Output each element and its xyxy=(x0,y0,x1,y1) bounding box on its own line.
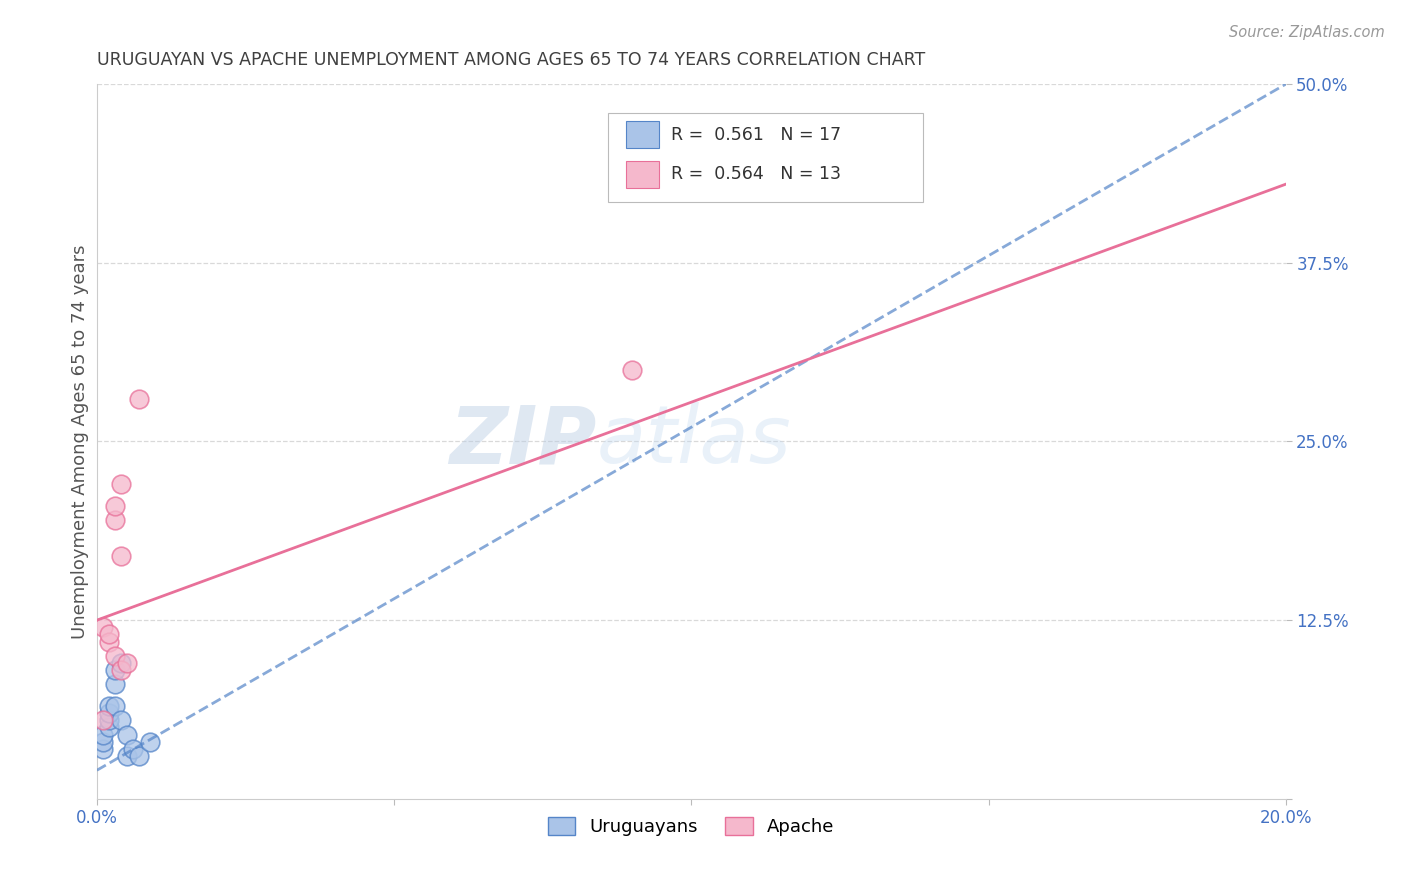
Point xyxy=(104,648,127,663)
Point xyxy=(620,363,643,377)
Point xyxy=(91,727,114,741)
Point xyxy=(91,713,114,727)
Text: atlas: atlas xyxy=(596,402,792,481)
Point xyxy=(104,663,127,677)
Point xyxy=(139,734,162,748)
Point xyxy=(128,392,150,406)
Point xyxy=(121,741,143,756)
Point xyxy=(115,727,138,741)
Text: URUGUAYAN VS APACHE UNEMPLOYMENT AMONG AGES 65 TO 74 YEARS CORRELATION CHART: URUGUAYAN VS APACHE UNEMPLOYMENT AMONG A… xyxy=(97,51,925,69)
Text: R =  0.564   N = 13: R = 0.564 N = 13 xyxy=(671,165,841,183)
Point xyxy=(97,706,120,720)
Point xyxy=(97,627,120,641)
Text: ZIP: ZIP xyxy=(449,402,596,481)
Point xyxy=(97,698,120,713)
FancyBboxPatch shape xyxy=(626,161,659,187)
Point xyxy=(97,720,120,734)
FancyBboxPatch shape xyxy=(609,112,924,202)
FancyBboxPatch shape xyxy=(626,121,659,148)
Point xyxy=(104,513,127,527)
Legend: Uruguayans, Apache: Uruguayans, Apache xyxy=(541,810,842,844)
Point xyxy=(110,713,132,727)
Point xyxy=(115,656,138,670)
Point xyxy=(97,713,120,727)
Point xyxy=(91,741,114,756)
Point xyxy=(110,549,132,563)
Point xyxy=(128,748,150,763)
Point xyxy=(115,748,138,763)
Point xyxy=(104,677,127,691)
Point xyxy=(110,656,132,670)
Point xyxy=(104,499,127,513)
Point xyxy=(110,477,132,491)
Point xyxy=(110,663,132,677)
Point xyxy=(97,634,120,648)
Point xyxy=(91,620,114,634)
Point xyxy=(91,734,114,748)
Text: R =  0.561   N = 17: R = 0.561 N = 17 xyxy=(671,126,841,144)
Text: Source: ZipAtlas.com: Source: ZipAtlas.com xyxy=(1229,25,1385,40)
Point xyxy=(104,698,127,713)
Y-axis label: Unemployment Among Ages 65 to 74 years: Unemployment Among Ages 65 to 74 years xyxy=(72,244,89,639)
